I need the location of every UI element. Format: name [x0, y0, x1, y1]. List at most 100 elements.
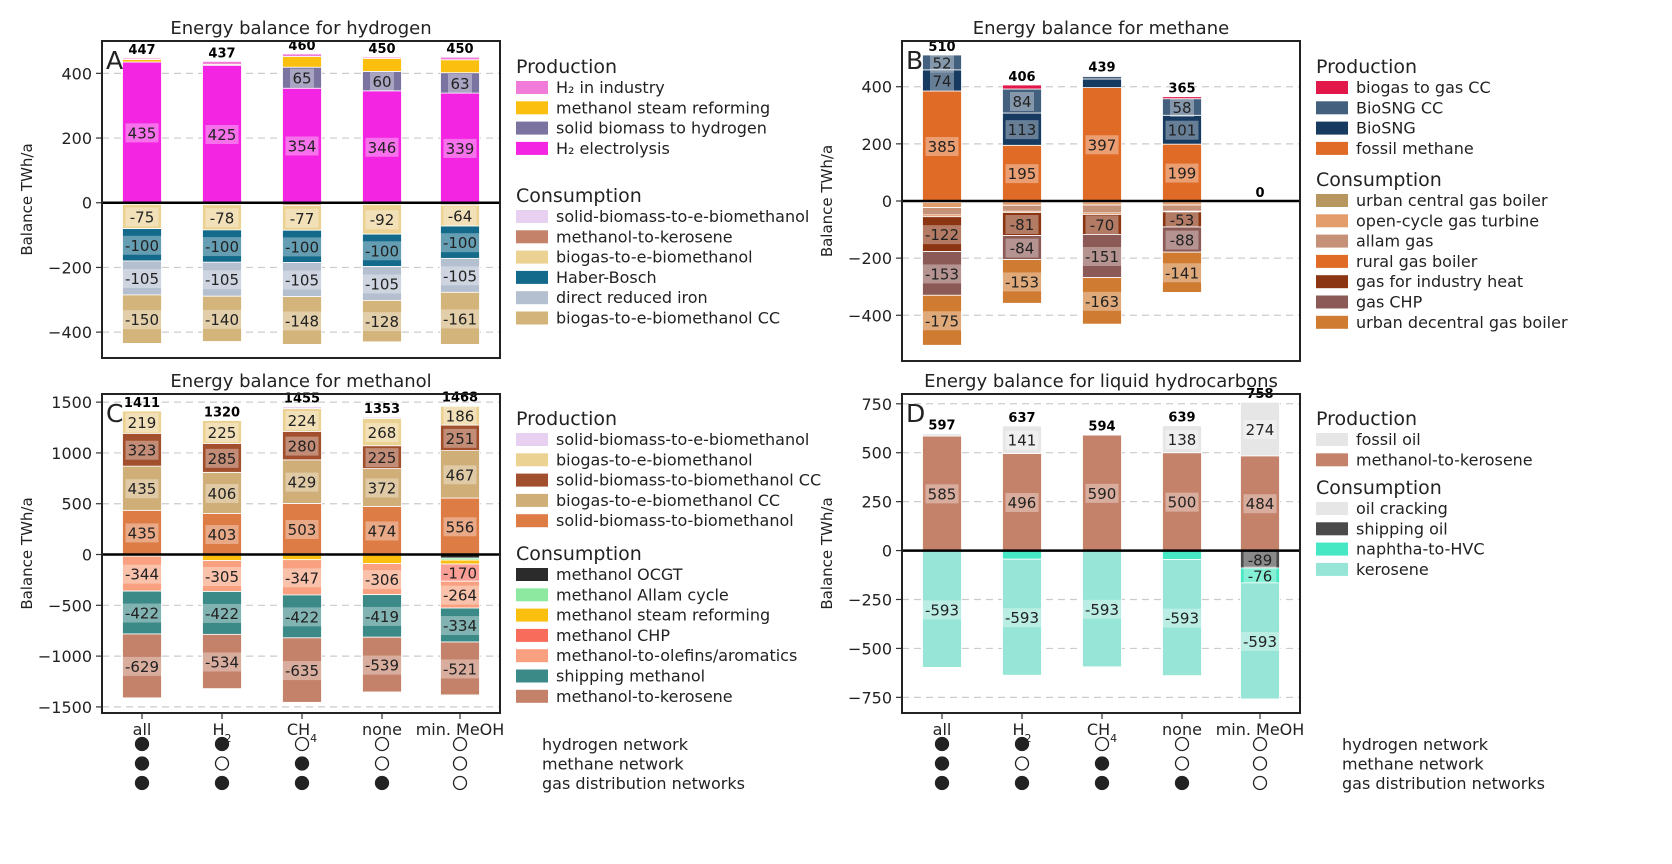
data-label-bg	[1161, 263, 1203, 283]
data-label: -593	[925, 601, 959, 619]
data-label-bg	[365, 210, 399, 230]
total-label: 639	[1168, 411, 1195, 426]
bar-segment	[440, 559, 480, 565]
bar-segment	[362, 90, 402, 204]
bar-segment	[1162, 425, 1202, 454]
bar-segment	[1240, 401, 1280, 457]
data-label: 84	[1012, 93, 1031, 111]
bar-segment	[1082, 204, 1122, 214]
data-label-bg	[361, 570, 403, 590]
network-dot-empty	[374, 756, 390, 771]
data-label: -78	[210, 209, 235, 227]
x-tick-label: min. MeOH	[416, 720, 505, 739]
data-label: 58	[1172, 99, 1191, 117]
bar-segment	[122, 61, 162, 204]
bar-segment	[1002, 235, 1042, 260]
total-label: 1455	[284, 392, 320, 407]
data-label-bg	[439, 309, 481, 329]
data-label-bg	[205, 525, 239, 545]
y-tick-label: −1500	[38, 698, 92, 717]
y-tick-label: 500	[861, 444, 892, 463]
data-label: -305	[205, 568, 239, 586]
bar-segment	[1162, 226, 1202, 253]
bar-segment	[440, 424, 480, 451]
legend-swatch	[516, 433, 548, 446]
legend-entry: solid-biomass-to-e-biomethanol	[556, 430, 809, 449]
data-label-bg	[443, 138, 477, 158]
data-label-bg	[1165, 120, 1199, 140]
bar-segment	[282, 87, 322, 204]
data-label: -105	[285, 272, 319, 290]
bar-segment	[1082, 234, 1122, 278]
data-label-bg	[1010, 92, 1034, 111]
legend-entry: solid-biomass-to-e-biomethanol	[556, 207, 809, 226]
x-tick-label: all	[933, 720, 952, 739]
data-label-bg	[448, 73, 472, 93]
data-label: -170	[443, 565, 477, 583]
data-label-bg	[1239, 631, 1281, 651]
bar-segment	[1240, 582, 1280, 700]
data-label: -77	[290, 210, 315, 228]
data-label-bg	[125, 123, 159, 143]
bar-segment	[922, 54, 962, 71]
bar-segment	[202, 442, 242, 473]
bar-segment	[1002, 425, 1042, 454]
network-dot-empty	[1252, 775, 1268, 791]
data-label-bg	[1243, 550, 1277, 570]
legend-entry: methanol steam reforming	[556, 98, 770, 117]
network-dot-filled	[214, 736, 230, 752]
data-label: -175	[925, 312, 959, 330]
data-label-bg	[1005, 164, 1039, 184]
bar-segment	[282, 559, 322, 596]
y-tick-label: 0	[882, 542, 892, 561]
legend-swatch	[516, 628, 548, 642]
data-label: -128	[365, 313, 399, 331]
total-label: 437	[208, 46, 235, 61]
data-label-bg	[121, 656, 163, 676]
bar-segment	[282, 594, 322, 639]
legend-swatch	[516, 493, 548, 507]
legend-swatch	[1316, 234, 1348, 248]
legend-entry: biogas-to-e-biomethanol CC	[556, 491, 780, 510]
data-label: -141	[1165, 264, 1199, 282]
legend-swatch	[1316, 141, 1348, 155]
network-dot-empty	[1174, 756, 1190, 771]
data-label-bg	[921, 600, 963, 620]
legend-entry: solid-biomass-to-biomethanol	[556, 511, 794, 530]
bar-segment	[362, 203, 402, 235]
data-label-bg	[201, 603, 243, 623]
legend-header-consumption: Consumption	[1316, 477, 1442, 499]
legend-swatch	[516, 291, 548, 305]
data-label: -334	[443, 617, 477, 635]
network-dot-empty	[452, 736, 468, 752]
network-dot-filled	[1094, 756, 1110, 771]
network-dot-filled	[374, 775, 390, 791]
data-label-bg	[443, 517, 477, 537]
data-label: 224	[288, 412, 317, 430]
data-label-bg	[1001, 608, 1043, 628]
legend-entry: methanol CHP	[556, 626, 670, 645]
bar-segment	[122, 432, 162, 467]
data-label-bg	[285, 411, 319, 431]
data-label: 74	[932, 72, 951, 90]
x-tick-label: H2	[212, 720, 231, 745]
data-label: 385	[928, 138, 957, 156]
data-label: 141	[1008, 432, 1037, 450]
y-tick-label: −1000	[38, 647, 92, 666]
data-label-bg	[439, 266, 481, 286]
data-label: 113	[1008, 121, 1037, 139]
bar-segment	[1240, 455, 1280, 551]
bar-segment	[1082, 434, 1122, 551]
legend-entry: naphtha-to-HVC	[1356, 540, 1485, 559]
data-label: 199	[1168, 165, 1197, 183]
panel-c: 1500 1000 500 0 −500 −1000 −1500 Balance TWh/a 4…	[18, 371, 821, 793]
data-label-bg	[361, 312, 403, 332]
bar-segment	[922, 251, 962, 296]
bar-segment	[362, 300, 402, 343]
bar-segment	[362, 505, 402, 555]
legend-entry: fossil oil	[1356, 430, 1421, 449]
legend-entry: shipping oil	[1356, 519, 1448, 538]
data-label: 63	[450, 75, 469, 93]
data-label: -105	[205, 271, 239, 289]
total-label: 1353	[364, 402, 400, 417]
